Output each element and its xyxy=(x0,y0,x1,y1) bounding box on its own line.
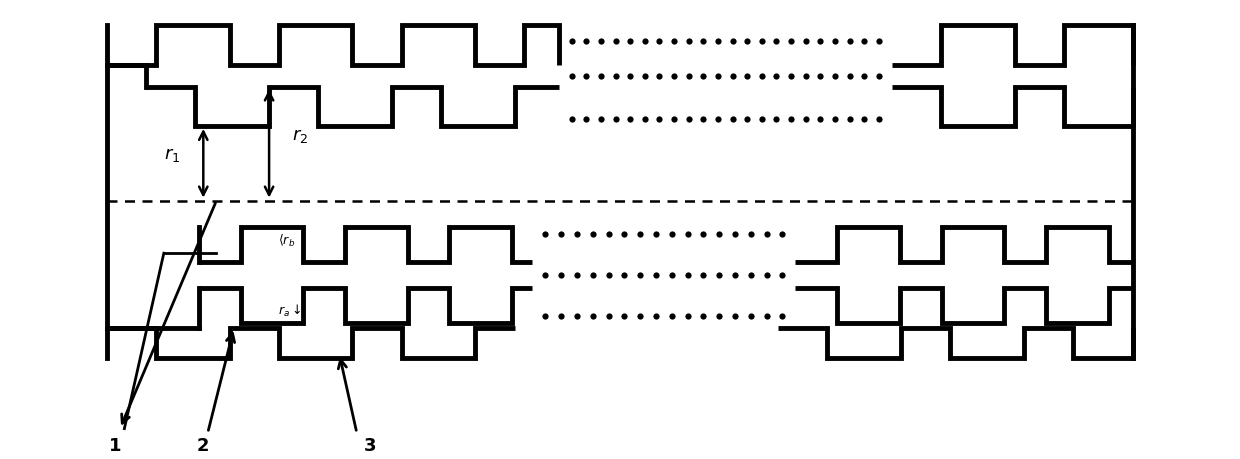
Text: $r_1$: $r_1$ xyxy=(165,146,181,164)
Text: $r_2$: $r_2$ xyxy=(291,127,308,145)
Text: $\langle r_b$: $\langle r_b$ xyxy=(278,232,295,248)
Text: 3: 3 xyxy=(363,436,376,453)
Text: 2: 2 xyxy=(197,436,210,453)
Text: 1: 1 xyxy=(109,436,122,453)
Text: $r_a \downarrow$: $r_a \downarrow$ xyxy=(278,302,301,319)
